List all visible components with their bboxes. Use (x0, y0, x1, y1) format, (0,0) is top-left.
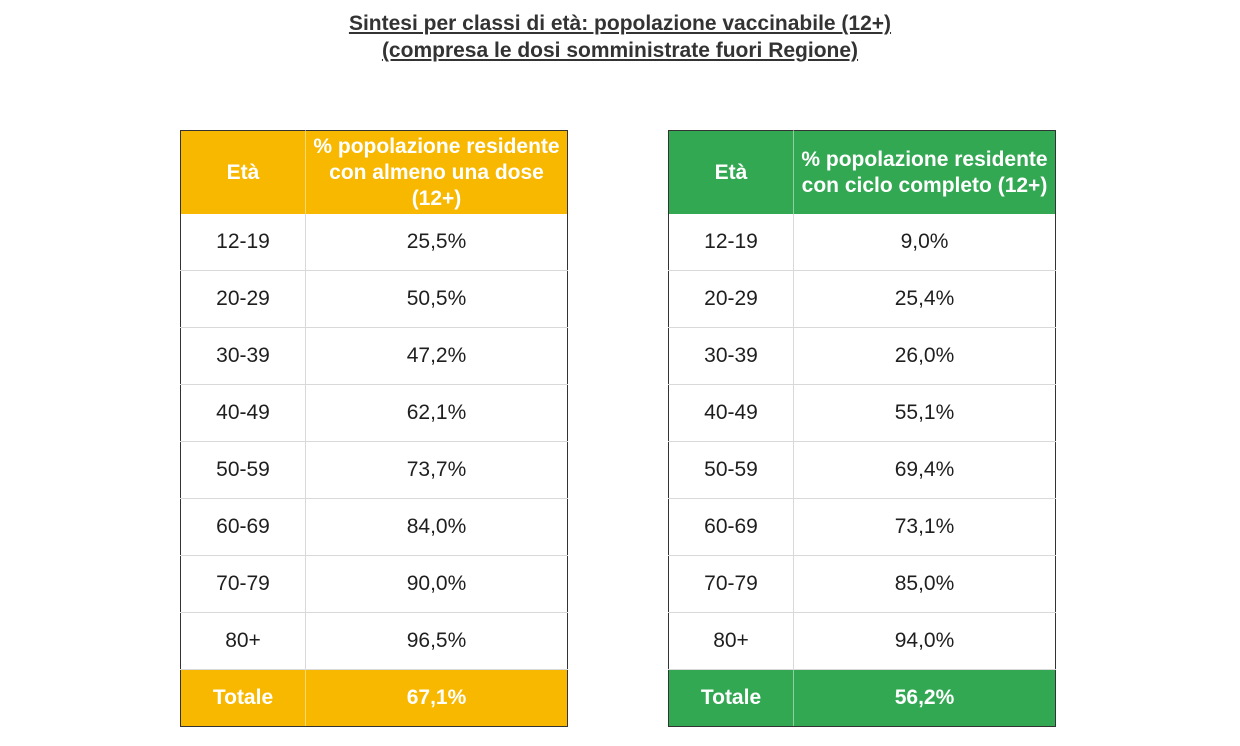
age-cell: 50-59 (668, 441, 794, 499)
percentage-cell: 55,1% (793, 384, 1056, 442)
percentage-cell: 85,0% (793, 555, 1056, 613)
table-at-least-one-dose: Età % popolazione residente con almeno u… (180, 130, 568, 727)
table-header-row: Età % popolazione residente con ciclo co… (668, 130, 1056, 214)
table-row: 12-19 25,5% (180, 214, 568, 271)
percentage-cell: 47,2% (305, 327, 568, 385)
age-cell: 20-29 (180, 270, 306, 328)
total-label: Totale (180, 669, 306, 727)
table-row: 60-69 73,1% (668, 498, 1056, 556)
age-cell: 20-29 (668, 270, 794, 328)
percentage-cell: 50,5% (305, 270, 568, 328)
table-row: 20-29 25,4% (668, 270, 1056, 328)
table-row: 70-79 90,0% (180, 555, 568, 613)
total-label: Totale (668, 669, 794, 727)
table-row: 70-79 85,0% (668, 555, 1056, 613)
table-header-row: Età % popolazione residente con almeno u… (180, 130, 568, 214)
age-cell: 80+ (668, 612, 794, 670)
total-row: Totale 56,2% (668, 669, 1056, 727)
percentage-cell: 9,0% (793, 214, 1056, 271)
percentage-cell: 26,0% (793, 327, 1056, 385)
table-row: 30-39 47,2% (180, 327, 568, 385)
table-row: 40-49 62,1% (180, 384, 568, 442)
age-cell: 12-19 (180, 214, 306, 271)
age-cell: 40-49 (180, 384, 306, 442)
total-value: 56,2% (793, 669, 1056, 727)
percentage-cell: 73,7% (305, 441, 568, 499)
age-cell: 40-49 (668, 384, 794, 442)
age-cell: 60-69 (180, 498, 306, 556)
percentage-cell: 94,0% (793, 612, 1056, 670)
table-row: 20-29 50,5% (180, 270, 568, 328)
table-row: 40-49 55,1% (668, 384, 1056, 442)
table-row: 80+ 94,0% (668, 612, 1056, 670)
page-title: Sintesi per classi di età: popolazione v… (0, 10, 1240, 64)
age-cell: 50-59 (180, 441, 306, 499)
title-line-1: Sintesi per classi di età: popolazione v… (348, 12, 892, 35)
title-line-2: (compresa le dosi somministrate fuori Re… (381, 39, 859, 62)
table-row: 50-59 73,7% (180, 441, 568, 499)
percentage-cell: 62,1% (305, 384, 568, 442)
percentage-cell: 69,4% (793, 441, 1056, 499)
age-cell: 30-39 (668, 327, 794, 385)
percentage-cell: 73,1% (793, 498, 1056, 556)
total-value: 67,1% (305, 669, 568, 727)
table-row: 12-19 9,0% (668, 214, 1056, 271)
age-cell: 12-19 (668, 214, 794, 271)
percentage-column-header: % popolazione residente con ciclo comple… (793, 130, 1056, 214)
percentage-column-header: % popolazione residente con almeno una d… (305, 130, 568, 214)
table-complete-cycle: Età % popolazione residente con ciclo co… (668, 130, 1056, 727)
age-cell: 60-69 (668, 498, 794, 556)
age-cell: 70-79 (180, 555, 306, 613)
percentage-cell: 25,4% (793, 270, 1056, 328)
age-cell: 70-79 (668, 555, 794, 613)
percentage-cell: 25,5% (305, 214, 568, 271)
percentage-cell: 90,0% (305, 555, 568, 613)
percentage-cell: 96,5% (305, 612, 568, 670)
table-row: 50-59 69,4% (668, 441, 1056, 499)
table-row: 30-39 26,0% (668, 327, 1056, 385)
table-row: 60-69 84,0% (180, 498, 568, 556)
total-row: Totale 67,1% (180, 669, 568, 727)
age-column-header: Età (180, 130, 306, 214)
age-column-header: Età (668, 130, 794, 214)
percentage-cell: 84,0% (305, 498, 568, 556)
age-cell: 80+ (180, 612, 306, 670)
age-cell: 30-39 (180, 327, 306, 385)
table-row: 80+ 96,5% (180, 612, 568, 670)
